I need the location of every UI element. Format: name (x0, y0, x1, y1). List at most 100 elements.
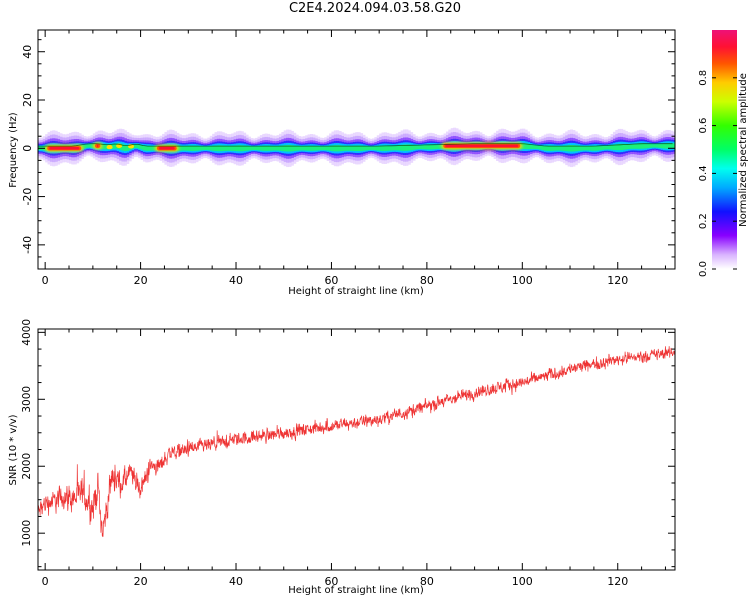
heat-cell (567, 145, 571, 152)
heat-cell (183, 146, 187, 151)
heat-cell (400, 144, 404, 151)
heat-cell (593, 145, 597, 151)
colorbar-tick-label: 0.2 (698, 213, 709, 229)
heat-cell (422, 145, 426, 150)
x-tick-label: 60 (324, 575, 338, 588)
colorbar-ticks: 0.0 0.2 0.4 0.6 0.8 (698, 70, 737, 277)
heat-cell (243, 145, 247, 151)
heat-cell (331, 145, 335, 152)
colorbar-tick-label: 0.4 (698, 165, 709, 181)
heat-cell (350, 145, 354, 151)
heat-cell (209, 146, 213, 151)
heat-cell (651, 144, 655, 148)
heat-cell (527, 143, 531, 150)
heat-cell (226, 145, 230, 151)
heat-cell (417, 145, 421, 150)
heat-cell (85, 144, 89, 148)
heat-cell (305, 146, 309, 151)
heat-cell (529, 144, 533, 149)
heat-cell (369, 146, 373, 150)
heat-cell (178, 145, 182, 151)
heat-cell (135, 144, 139, 149)
heat-cell (522, 142, 526, 150)
heat-cell (252, 146, 256, 150)
heat-cell (200, 146, 204, 151)
heat-cell (264, 145, 268, 151)
heat-cell (667, 143, 671, 149)
heat-cell (663, 143, 667, 149)
heat-cell (436, 144, 440, 149)
heat-cell (634, 143, 638, 149)
heat-cell (360, 145, 364, 151)
heat-cell (565, 145, 569, 152)
heat-cell (643, 143, 647, 149)
heat-cell (307, 145, 311, 151)
heat-cell (665, 143, 669, 149)
heat-cell (572, 145, 576, 152)
spectrogram-x-axis-label: Height of straight line (km) (288, 286, 424, 297)
heat-cell (391, 145, 395, 151)
heat-cell (362, 145, 366, 151)
heat-cell (601, 145, 605, 150)
heat-cell (431, 144, 435, 150)
heat-cell (147, 145, 151, 151)
heat-cell (672, 143, 675, 149)
heat-cell (274, 146, 278, 151)
heat-cell (326, 146, 330, 151)
heat-cell (357, 145, 361, 152)
spectrogram-y-ticks: -40 -20 0 20 40 (21, 39, 675, 270)
heat-cell (345, 145, 349, 151)
heat-cell (383, 145, 387, 151)
heat-cell (386, 145, 390, 151)
heat-cell (271, 146, 275, 151)
colorbar-tick-label: 0.8 (698, 70, 709, 86)
heat-cell (231, 145, 235, 151)
heat-cell (648, 143, 652, 148)
heat-cell (228, 145, 232, 151)
heat-cell (236, 145, 240, 152)
heat-cell (269, 145, 273, 151)
heat-cell (283, 145, 287, 152)
heat-cell (531, 145, 535, 149)
heat-cell (617, 143, 621, 151)
x-tick-label: 0 (42, 575, 49, 588)
heat-cell (190, 145, 194, 151)
heat-cell (314, 146, 318, 151)
heat-core-red (96, 144, 99, 148)
heat-cell (352, 145, 356, 151)
colorbar: 0.0 0.2 0.4 0.6 0.8 Normalized spectral ampl… (698, 30, 749, 277)
colorbar-tick-label: 0.6 (698, 118, 709, 134)
heat-cell (655, 144, 659, 148)
heat-cell (624, 143, 628, 150)
heat-cell (426, 144, 430, 150)
heat-cell (214, 145, 218, 152)
heat-cell (355, 145, 359, 152)
heat-cell (376, 146, 380, 151)
heat-cell (329, 145, 333, 151)
y-tick-label: -20 (21, 188, 34, 206)
heat-cell (605, 145, 609, 150)
heat-hotspot (106, 144, 113, 150)
x-tick-label: 80 (420, 575, 434, 588)
heat-cell (403, 144, 407, 151)
heat-cell (150, 146, 154, 151)
heat-cell (300, 146, 304, 151)
heat-cell (90, 144, 94, 148)
spectrogram-frame (37, 29, 676, 270)
heat-cell (202, 146, 206, 150)
x-tick-label: 20 (134, 575, 148, 588)
heat-cell (185, 145, 189, 151)
y-tick-label: 1000 (21, 520, 33, 547)
heat-ridge-edge (38, 143, 673, 147)
heat-cell (577, 145, 581, 151)
heat-cell (104, 144, 108, 150)
heat-cell (539, 145, 542, 150)
heat-cell (205, 146, 208, 150)
figure-title: C2E4.2024.094.03.58.G20 (288, 1, 462, 16)
heat-cell (558, 146, 562, 151)
heat-cell (636, 143, 640, 149)
heat-cell (348, 145, 352, 151)
colorbar-gradient (712, 30, 737, 269)
snr-y-ticks: 1000 2000 3000 4000 (21, 319, 675, 568)
y-tick-label: 40 (21, 45, 34, 59)
